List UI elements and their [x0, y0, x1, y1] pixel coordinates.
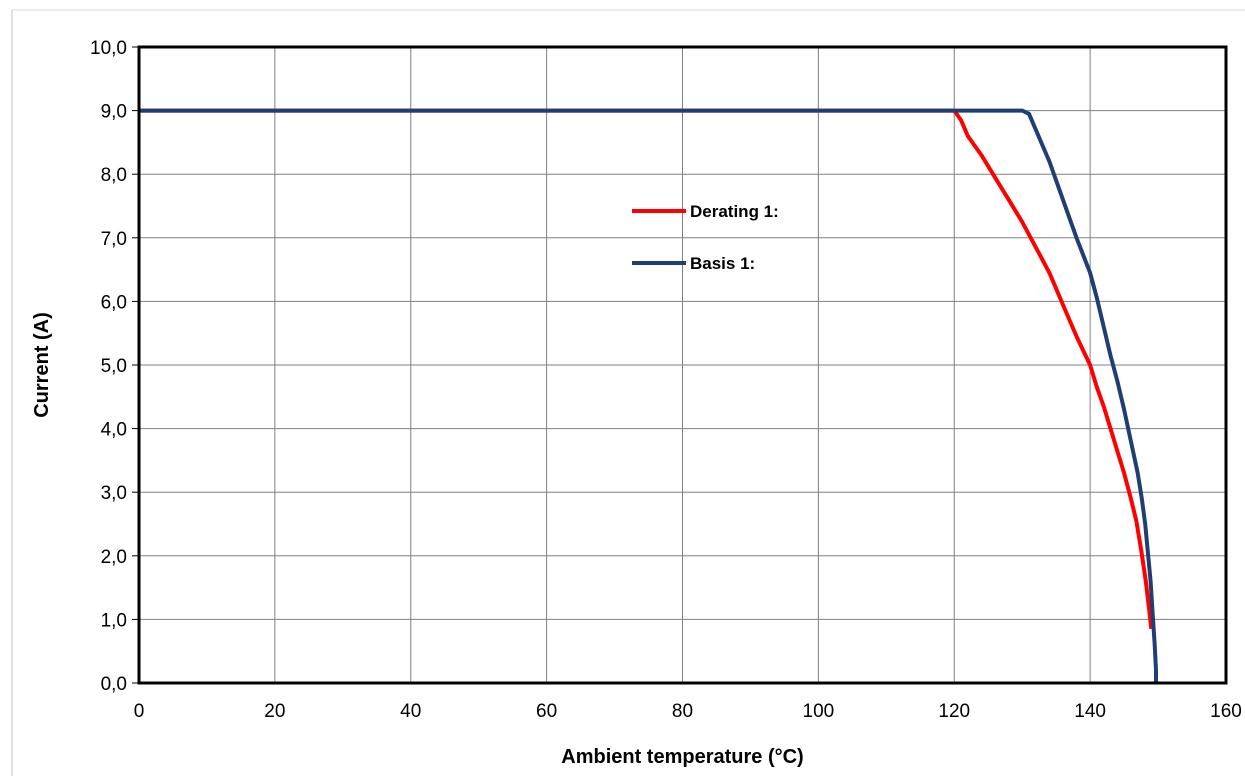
x-tick-label: 140 — [1074, 701, 1106, 722]
x-tick-label: 0 — [134, 701, 145, 722]
legend-label: Derating 1: — [690, 202, 779, 221]
y-tick-label: 4,0 — [101, 420, 127, 441]
legend-label: Basis 1: — [690, 254, 755, 273]
x-axis-title: Ambient temperature (°C) — [561, 746, 803, 768]
series-line — [139, 108, 1158, 683]
x-tick-label: 60 — [536, 701, 557, 722]
y-tick-label: 3,0 — [101, 483, 127, 504]
y-tick-label: 9,0 — [101, 102, 127, 123]
x-tick-label: 100 — [803, 701, 835, 722]
y-tick-label: 7,0 — [101, 229, 127, 250]
x-tick-label: 160 — [1210, 701, 1242, 722]
series-line — [139, 108, 1154, 630]
y-tick-label: 0,0 — [101, 674, 127, 695]
x-tick-label: 120 — [938, 701, 970, 722]
legend: Derating 1: Basis 1: — [632, 202, 779, 273]
tick-labels: 0 20 40 60 80 100 120 140 160 0,0 1,0 2,0 3,0 4,0 5,0 6… — [90, 38, 1242, 722]
y-tick-label: 1,0 — [101, 610, 127, 631]
y-tick-label: 2,0 — [101, 547, 127, 568]
y-axis-title: Current (A) — [31, 312, 53, 418]
y-tick-label: 5,0 — [101, 356, 127, 377]
x-tick-label: 20 — [264, 701, 285, 722]
series-lines — [139, 108, 1158, 683]
x-tick-label: 80 — [672, 701, 693, 722]
x-tick-label: 40 — [400, 701, 421, 722]
y-tick-label: 8,0 — [101, 165, 127, 186]
y-tick-label: 6,0 — [101, 292, 127, 313]
y-tick-label: 10,0 — [90, 38, 127, 59]
